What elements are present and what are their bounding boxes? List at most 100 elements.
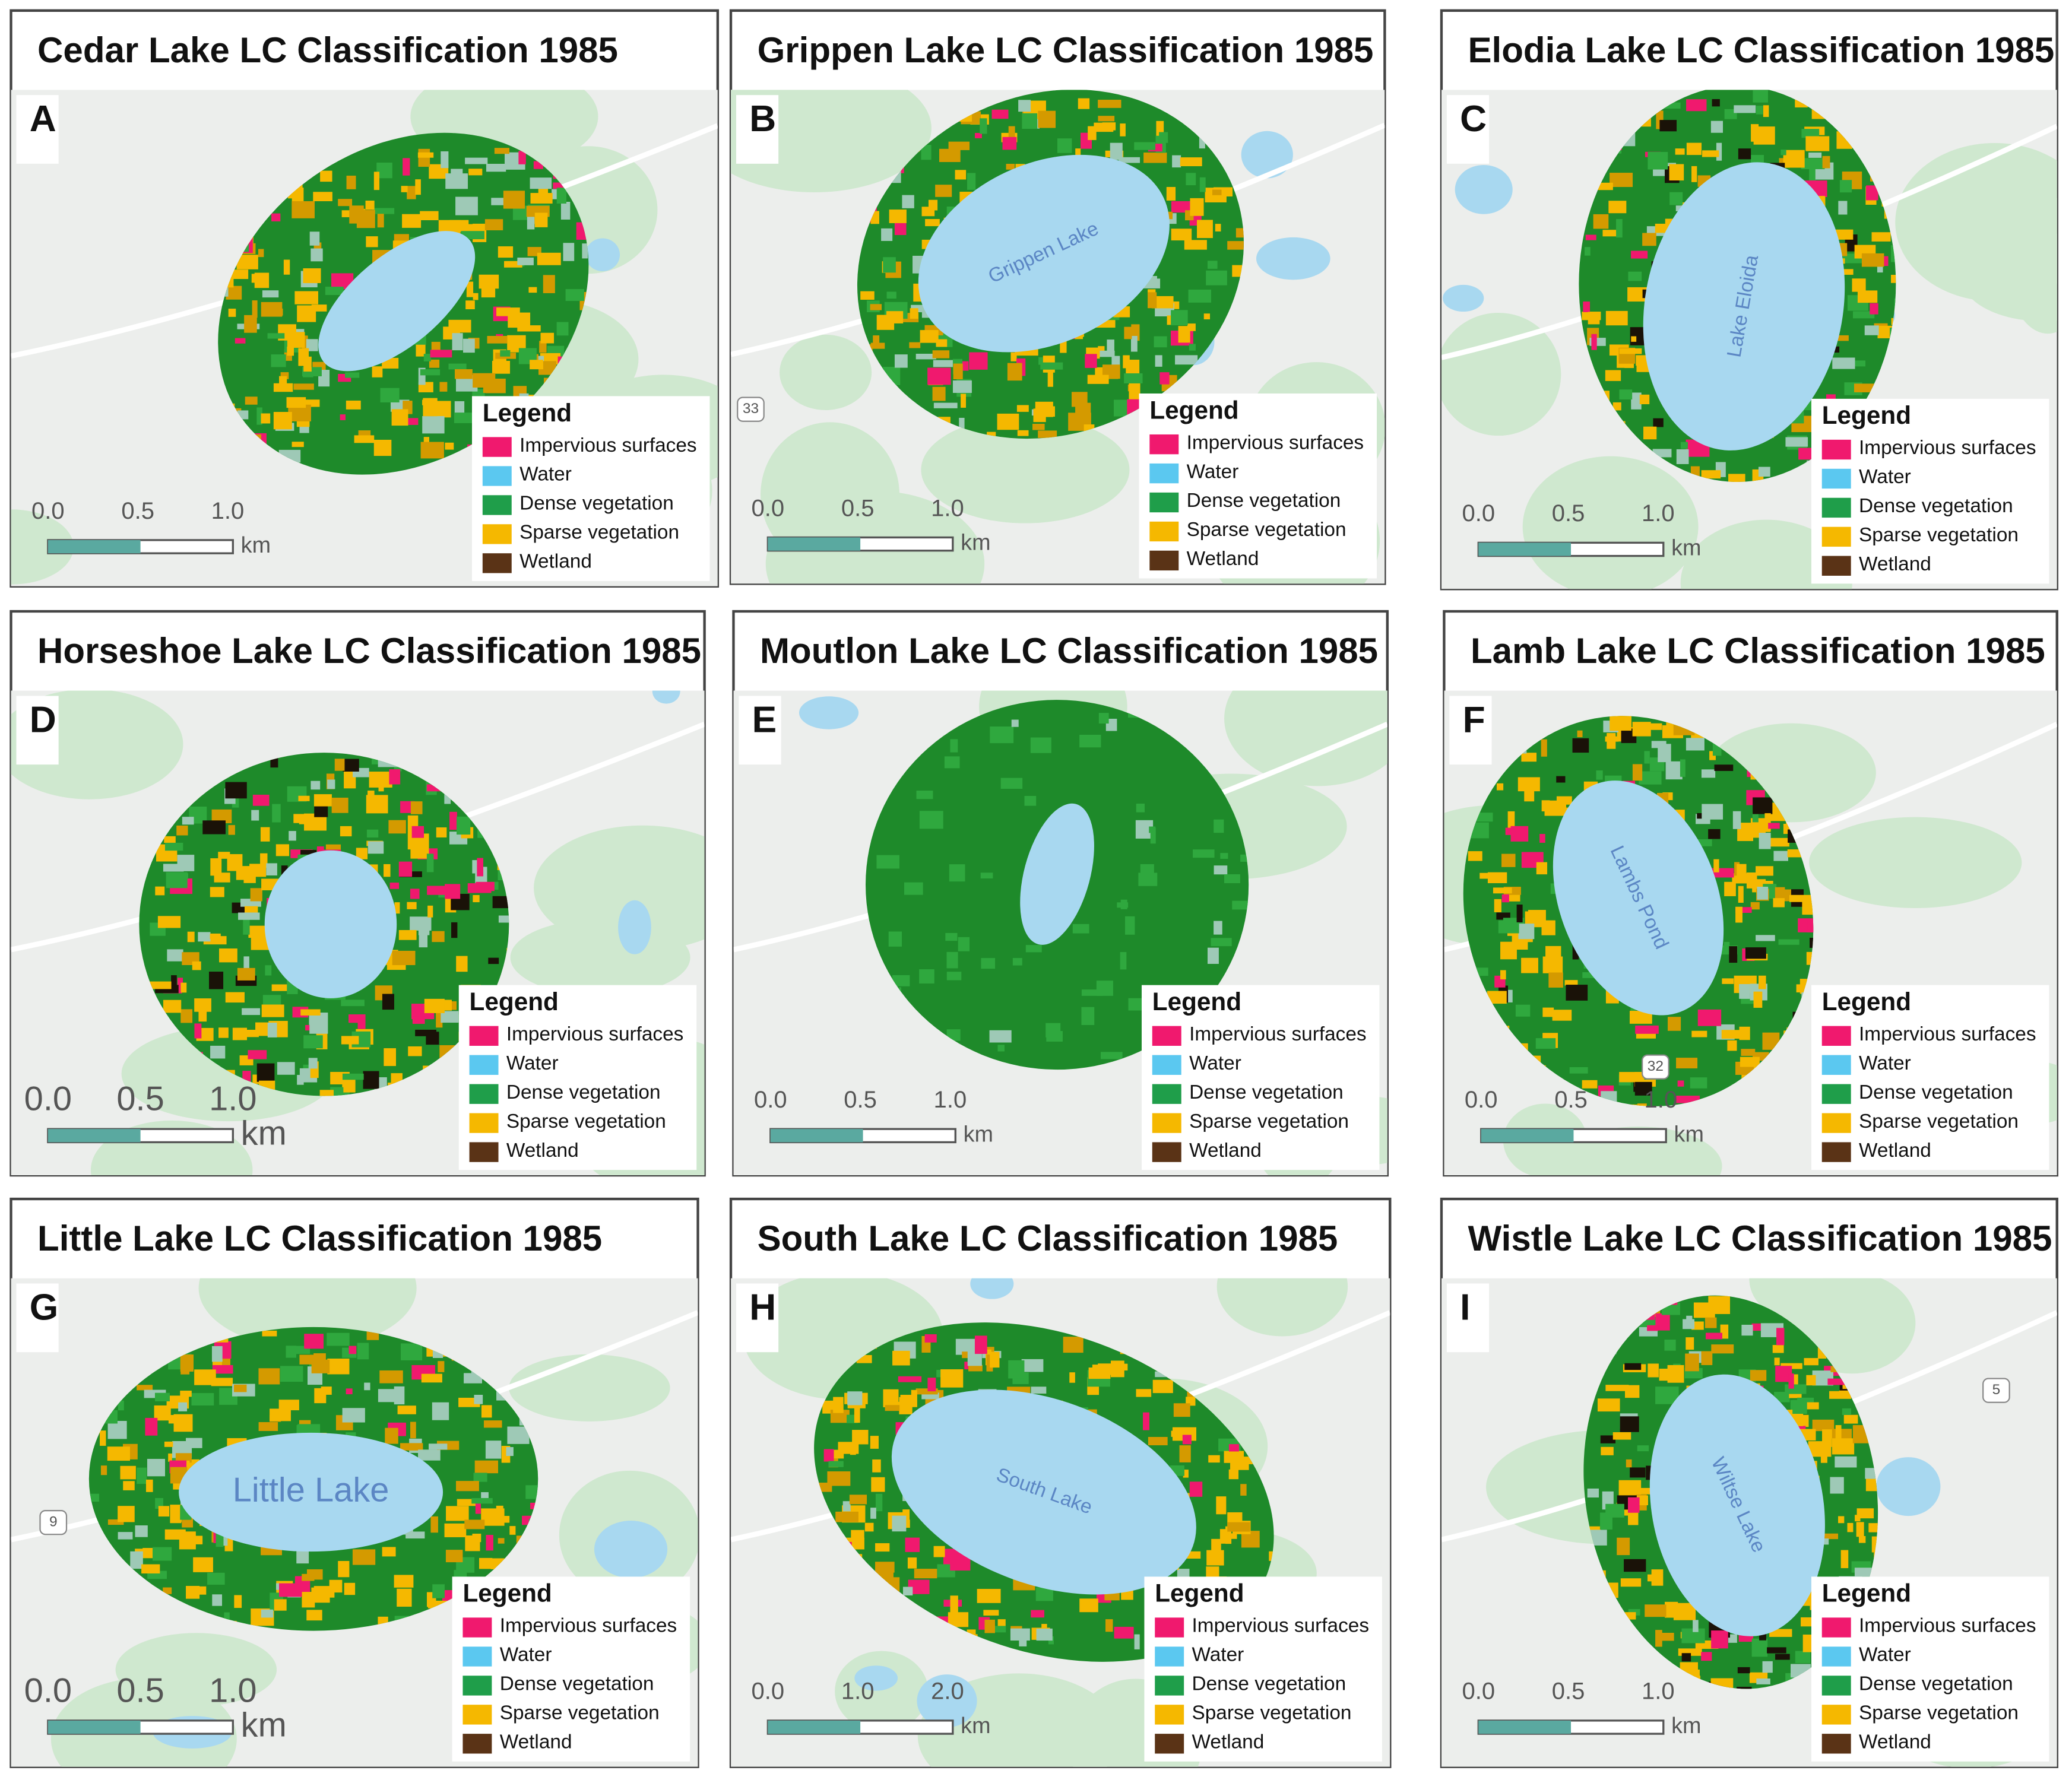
pixel-cluster bbox=[1716, 142, 1722, 161]
pixel-cluster bbox=[1677, 1080, 1684, 1087]
pixel-cluster bbox=[1711, 1344, 1734, 1354]
pixel-cluster bbox=[346, 400, 361, 410]
pixel-cluster bbox=[1853, 311, 1875, 319]
pixel-cluster bbox=[1136, 1389, 1152, 1397]
pixel-cluster bbox=[388, 820, 406, 834]
pixel-cluster bbox=[481, 1405, 492, 1418]
pixel-cluster bbox=[411, 826, 424, 838]
scale-unit: km bbox=[961, 1714, 990, 1738]
forest-patch bbox=[11, 509, 74, 585]
pixel-cluster bbox=[1630, 327, 1645, 345]
pixel-cluster bbox=[1040, 362, 1063, 370]
pixel-cluster bbox=[473, 293, 479, 300]
pixel-cluster bbox=[1203, 313, 1211, 320]
pixel-cluster bbox=[1634, 1081, 1652, 1096]
pixel-cluster bbox=[267, 1023, 277, 1037]
pixel-cluster bbox=[1214, 819, 1224, 833]
pixel-cluster bbox=[919, 969, 934, 984]
scale-label: 1.0 bbox=[841, 1679, 875, 1705]
pixel-cluster bbox=[492, 896, 509, 909]
legend-swatch bbox=[462, 1617, 492, 1638]
lake bbox=[918, 154, 1170, 353]
pixel-cluster bbox=[389, 769, 401, 785]
pixel-cluster bbox=[211, 1378, 233, 1386]
pixel-cluster bbox=[473, 894, 480, 903]
forest-patch bbox=[921, 416, 1130, 523]
pixel-cluster bbox=[1098, 100, 1121, 108]
pixel-cluster bbox=[1212, 189, 1222, 195]
legend-title: Legend bbox=[1152, 988, 1241, 1016]
pixel-cluster bbox=[1208, 947, 1219, 964]
pixel-cluster bbox=[1040, 406, 1055, 417]
pixel-cluster bbox=[410, 916, 432, 931]
legend-swatch bbox=[1155, 1705, 1184, 1725]
pixel-cluster bbox=[1152, 1379, 1173, 1394]
pixel-cluster bbox=[471, 1497, 493, 1504]
pixel-cluster bbox=[950, 1595, 958, 1614]
pixel-cluster bbox=[1173, 1403, 1190, 1417]
pixel-cluster bbox=[454, 369, 473, 379]
title-bar bbox=[1443, 1200, 2056, 1278]
scale-unit: km bbox=[1671, 1714, 1701, 1738]
legend-label: Sparse vegetation bbox=[1192, 1702, 1352, 1724]
pixel-cluster bbox=[1088, 126, 1097, 140]
pixel-cluster bbox=[1500, 941, 1517, 960]
pixel-cluster bbox=[905, 1537, 920, 1552]
pixel-cluster bbox=[1822, 156, 1830, 169]
road-label: 9 bbox=[49, 1514, 58, 1530]
pixel-cluster bbox=[445, 1550, 463, 1563]
pixel-cluster bbox=[211, 809, 232, 823]
pixel-cluster bbox=[1861, 246, 1868, 252]
legend-label: Dense vegetation bbox=[1859, 1081, 2013, 1103]
pixel-cluster bbox=[1154, 336, 1167, 348]
legend-label: Wetland bbox=[1859, 553, 1931, 575]
pixel-cluster bbox=[539, 341, 547, 353]
pixel-cluster bbox=[483, 1420, 502, 1428]
pixel-cluster bbox=[261, 1004, 284, 1017]
scale-label: 2.0 bbox=[931, 1679, 964, 1705]
pixel-cluster bbox=[1686, 738, 1705, 751]
pixel-cluster bbox=[902, 1587, 913, 1596]
legend-swatch bbox=[469, 1113, 499, 1133]
scale-label: 1.0 bbox=[209, 1080, 256, 1118]
pixel-cluster bbox=[914, 1569, 937, 1579]
legend-swatch bbox=[1155, 1617, 1184, 1638]
pixel-cluster bbox=[214, 872, 230, 883]
pixel-cluster bbox=[534, 212, 548, 227]
pixel-cluster bbox=[384, 864, 391, 877]
pixel-cluster bbox=[343, 759, 359, 772]
pixel-cluster bbox=[961, 394, 967, 408]
pixel-cluster bbox=[194, 1369, 216, 1385]
legend-swatch bbox=[1152, 1055, 1181, 1075]
pixel-cluster bbox=[518, 151, 526, 164]
pixel-cluster bbox=[1697, 1009, 1722, 1026]
pixel-cluster bbox=[1686, 99, 1707, 112]
pixel-cluster bbox=[1804, 1358, 1818, 1366]
pixel-cluster bbox=[1624, 1363, 1642, 1370]
pixel-cluster bbox=[1496, 912, 1510, 920]
pixel-cluster bbox=[1840, 1550, 1849, 1569]
pixel-cluster bbox=[1644, 751, 1650, 764]
pixel-cluster bbox=[377, 214, 384, 228]
legend-label: Dense vegetation bbox=[506, 1081, 661, 1103]
pixel-cluster bbox=[1501, 853, 1516, 867]
pixel-cluster bbox=[1088, 1367, 1111, 1379]
legend-label: Dense vegetation bbox=[500, 1673, 654, 1695]
pixel-cluster bbox=[367, 791, 375, 798]
pixel-cluster bbox=[1676, 1058, 1698, 1069]
pixel-cluster bbox=[408, 1046, 422, 1056]
pixel-cluster bbox=[1693, 839, 1712, 846]
pixel-cluster bbox=[479, 1557, 493, 1569]
pixel-cluster bbox=[427, 905, 433, 918]
legend-box bbox=[1139, 393, 1377, 579]
legend-swatch bbox=[1821, 526, 1851, 547]
pixel-cluster bbox=[366, 236, 378, 248]
pixel-cluster bbox=[449, 811, 457, 830]
scale-bar-fill bbox=[47, 1129, 141, 1143]
pixel-cluster bbox=[1120, 952, 1127, 970]
pixel-cluster bbox=[1759, 833, 1771, 849]
pixel-cluster bbox=[341, 1036, 359, 1045]
pixel-cluster bbox=[1007, 363, 1022, 381]
pixel-cluster bbox=[1835, 1456, 1857, 1468]
title-bar bbox=[12, 1200, 697, 1278]
